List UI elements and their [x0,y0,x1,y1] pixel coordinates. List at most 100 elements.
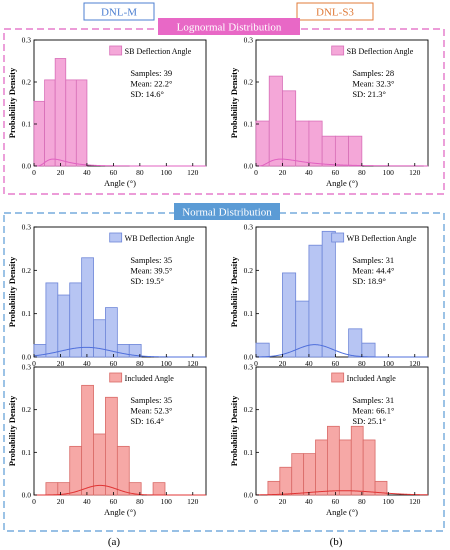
stats-text: Mean: 32.3° [352,79,394,89]
histogram-bar [105,307,118,358]
x-tick-label: 100 [383,168,395,177]
y-tick-label: 0.2 [244,266,254,275]
x-tick-label: 120 [409,497,421,506]
stats-text: SD: 25.1° [352,416,386,426]
x-tick-label: 60 [110,168,118,177]
legend-swatch [331,232,345,243]
stats-text: SD: 19.5° [130,276,164,286]
x-tick-label: 0 [254,359,258,368]
histogram-bar [65,79,77,167]
y-axis-label: Probability Density [7,67,17,138]
histogram-bar [348,328,363,358]
legend-label: Included Angle [347,374,397,383]
histogram-bar [69,282,83,358]
histogram-bar [75,79,88,167]
histogram-bar [308,120,323,167]
dnlm-label-box [83,2,155,21]
y-tick-label: 0.3 [244,363,254,372]
x-tick-label: 100 [383,497,395,506]
legend-label: SB Deflection Angle [125,47,192,56]
x-axis-label: Angle (°) [104,178,136,188]
x-tick-label: 60 [110,497,118,506]
legend-swatch [331,372,345,383]
y-tick-label: 0.0 [244,491,254,500]
stats-text: SD: 14.6° [130,89,164,99]
chart-inc-dnls3: 0 20 40 60 80 100 120 0.0 0.1 0.2 0.3 Angle (°) Prob… [229,363,429,517]
legend-swatch [109,45,123,56]
panel-label-b: (b) [330,536,343,548]
dnls3-column-label: DNL-S3 [316,7,354,19]
x-tick-label: 80 [136,359,144,368]
lognormal-title: Lognormal Distribution [177,22,282,34]
stats-text: SD: 16.4° [130,416,164,426]
histogram-bar [33,100,45,167]
x-tick-label: 100 [161,168,173,177]
stats-text: Mean: 39.5° [130,266,172,276]
histogram-bar [282,272,297,358]
x-tick-label: 120 [409,168,421,177]
lognormal-title-box [158,18,300,35]
y-tick-label: 0.2 [244,78,254,87]
x-tick-label: 80 [358,497,366,506]
x-tick-label: 40 [305,497,313,506]
stats-text: Samples: 31 [352,395,394,405]
y-tick-label: 0.2 [22,405,32,414]
histogram-bar [315,439,328,496]
histogram-bar [321,135,336,167]
histogram-bar [54,58,67,167]
histogram-bar [45,482,59,496]
legend-label: Included Angle [125,374,175,383]
histogram-bar [350,425,364,496]
y-axis-label: Probability Density [229,67,239,138]
x-tick-label: 100 [383,359,395,368]
histogram-bar [116,445,130,496]
y-tick-label: 0.3 [244,223,254,232]
x-tick-label: 20 [57,168,65,177]
x-tick-label: 120 [187,359,199,368]
y-tick-label: 0.0 [22,162,32,171]
histogram-bar [93,319,106,358]
x-tick-label: 60 [110,359,118,368]
x-tick-label: 40 [305,359,313,368]
chart-inc-dnlm: 0 20 40 60 80 100 120 0.0 0.1 0.2 0.3 Angle (°) Prob… [7,363,207,517]
fit-curve [255,490,429,496]
stats-text: Samples: 39 [130,68,172,78]
legend-label: WB Deflection Angle [347,234,417,243]
histogram-bar [282,90,297,167]
y-tick-label: 0.1 [244,448,254,457]
x-tick-label: 60 [332,497,340,506]
x-tick-label: 0 [32,497,36,506]
plot-frame [255,226,429,358]
x-tick-label: 0 [32,359,36,368]
legend-swatch [331,45,345,56]
histogram-bar [81,257,94,358]
x-tick-label: 60 [332,359,340,368]
y-tick-label: 0.0 [22,491,32,500]
x-tick-label: 40 [83,497,91,506]
x-axis-label: Angle (°) [326,507,358,517]
panel-label-a: (a) [108,536,121,548]
y-tick-label: 0.1 [22,309,32,318]
fit-curve [34,158,206,167]
fit-curve [256,158,428,167]
y-tick-label: 0.0 [244,162,254,171]
y-tick-label: 0.3 [244,36,254,45]
x-tick-label: 0 [32,168,36,177]
x-tick-label: 20 [279,497,287,506]
dnlm-column-label: DNL-M [101,7,137,19]
stats-text: SD: 18.9° [352,276,386,286]
y-tick-label: 0.3 [22,363,32,372]
x-tick-label: 120 [187,497,199,506]
histogram-bar [81,384,94,496]
histogram-bar [321,230,336,358]
x-tick-label: 80 [358,359,366,368]
histogram-bar [279,466,293,496]
legend-label: SB Deflection Angle [347,47,414,56]
histogram-bar [57,294,71,358]
histogram-bar [291,453,305,496]
x-tick-label: 100 [161,497,173,506]
histogram-bar [116,344,130,358]
chart-sb-dnlm: 0 20 40 60 80 100 120 0.0 0.1 0.2 0.3 Angle (°) Prob… [7,36,207,188]
